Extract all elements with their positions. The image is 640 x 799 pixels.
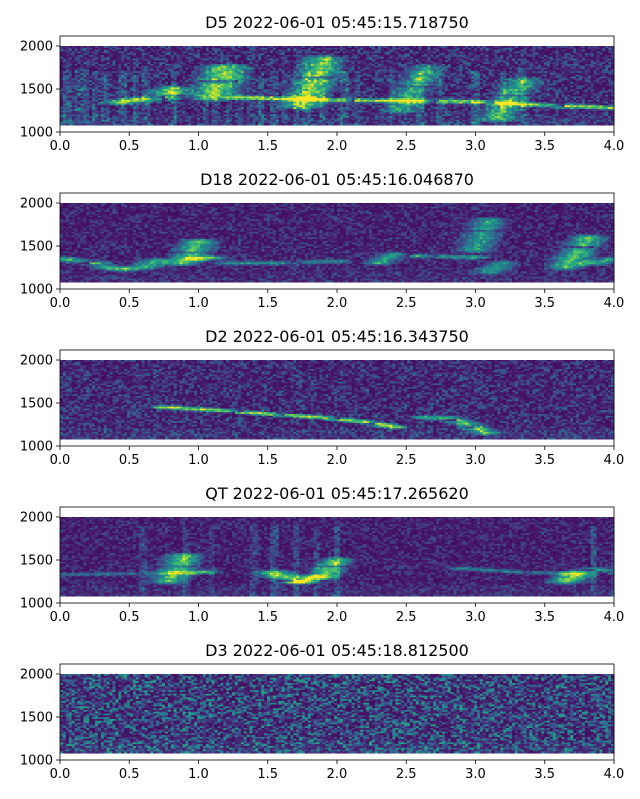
x-tick-label: 4.0 [604, 453, 625, 468]
panel-title: D2 2022-06-01 05:45:16.343750 [205, 327, 469, 346]
x-tick-label: 4.0 [604, 610, 625, 625]
x-tick-label: 3.5 [534, 296, 555, 311]
x-tick-label: 1.0 [188, 296, 209, 311]
y-tick-label: 1500 [20, 240, 53, 255]
x-tick-label: 0.0 [50, 767, 71, 782]
x-tick-label: 2.5 [396, 139, 417, 154]
spectrogram-panel-5: D3 2022-06-01 05:45:18.812500 0.0 0.5 1.0 1.… [20, 641, 624, 782]
y-tick-label: 1000 [20, 126, 53, 141]
x-tick-label: 3.0 [465, 610, 486, 625]
spectrogram-panel-2: D18 2022-06-01 05:45:16.046870 0.0 0.5 1.0 1… [20, 170, 624, 311]
x-tick-label: 4.0 [604, 296, 625, 311]
x-tick-label: 4.0 [604, 139, 625, 154]
panel-title: D5 2022-06-01 05:45:15.718750 [205, 13, 469, 32]
x-tick-label: 3.0 [465, 139, 486, 154]
x-tick-label: 2.0 [327, 610, 348, 625]
panel-title: D3 2022-06-01 05:45:18.812500 [205, 641, 469, 660]
y-tick-label: 1000 [20, 283, 53, 298]
panel-title: QT 2022-06-01 05:45:17.265620 [205, 484, 469, 503]
spectrogram-image [60, 674, 614, 754]
x-tick-label: 2.5 [396, 453, 417, 468]
x-tick-label: 1.0 [188, 139, 209, 154]
y-tick-label: 2000 [20, 197, 53, 212]
x-tick-label: 0.5 [119, 139, 140, 154]
x-tick-label: 0.5 [119, 610, 140, 625]
x-tick-label: 1.0 [188, 453, 209, 468]
x-tick-label: 2.0 [327, 453, 348, 468]
x-tick-label: 3.5 [534, 767, 555, 782]
x-tick-label: 4.0 [604, 767, 625, 782]
x-tick-label: 1.5 [257, 296, 278, 311]
x-tick-label: 2.5 [396, 767, 417, 782]
x-tick-label: 0.0 [50, 296, 71, 311]
y-tick-label: 1500 [20, 83, 53, 98]
x-tick-label: 3.5 [534, 610, 555, 625]
x-tick-label: 0.0 [50, 139, 71, 154]
y-tick-label: 1500 [20, 711, 53, 726]
y-tick-label: 2000 [20, 354, 53, 369]
x-tick-label: 3.0 [465, 767, 486, 782]
spectrogram-image [60, 517, 614, 597]
x-tick-label: 0.5 [119, 767, 140, 782]
y-tick-label: 1000 [20, 754, 53, 769]
y-tick-label: 1500 [20, 397, 53, 412]
x-tick-label: 2.0 [327, 139, 348, 154]
y-tick-label: 1000 [20, 440, 53, 455]
x-tick-label: 0.5 [119, 296, 140, 311]
x-tick-label: 1.0 [188, 767, 209, 782]
y-tick-label: 2000 [20, 668, 53, 683]
spectrogram-image [60, 46, 614, 126]
x-tick-label: 2.5 [396, 610, 417, 625]
x-tick-label: 1.5 [257, 767, 278, 782]
x-tick-label: 0.0 [50, 453, 71, 468]
x-tick-label: 3.0 [465, 296, 486, 311]
x-tick-label: 1.5 [257, 610, 278, 625]
panel-title: D18 2022-06-01 05:45:16.046870 [200, 170, 474, 189]
y-tick-label: 2000 [20, 511, 53, 526]
x-tick-label: 3.5 [534, 139, 555, 154]
x-tick-label: 2.0 [327, 296, 348, 311]
x-tick-label: 1.0 [188, 610, 209, 625]
y-tick-label: 2000 [20, 40, 53, 55]
y-tick-label: 1500 [20, 554, 53, 569]
x-tick-label: 2.5 [396, 296, 417, 311]
x-tick-label: 1.5 [257, 453, 278, 468]
spectrogram-image [60, 360, 614, 440]
x-tick-label: 0.0 [50, 610, 71, 625]
x-tick-label: 1.5 [257, 139, 278, 154]
x-tick-label: 2.0 [327, 767, 348, 782]
spectrogram-panel-1: D5 2022-06-01 05:45:15.718750 0.0 0.5 1.0 1.… [20, 13, 624, 154]
x-tick-label: 3.5 [534, 453, 555, 468]
x-tick-label: 0.5 [119, 453, 140, 468]
x-tick-label: 3.0 [465, 453, 486, 468]
spectrogram-panel-4: QT 2022-06-01 05:45:17.265620 0.0 0.5 1.0 1.… [20, 484, 624, 625]
spectrogram-panel-3: D2 2022-06-01 05:45:16.343750 0.0 0.5 1.0 1.… [20, 327, 624, 468]
y-tick-label: 1000 [20, 597, 53, 612]
spectrogram-image [60, 203, 614, 283]
